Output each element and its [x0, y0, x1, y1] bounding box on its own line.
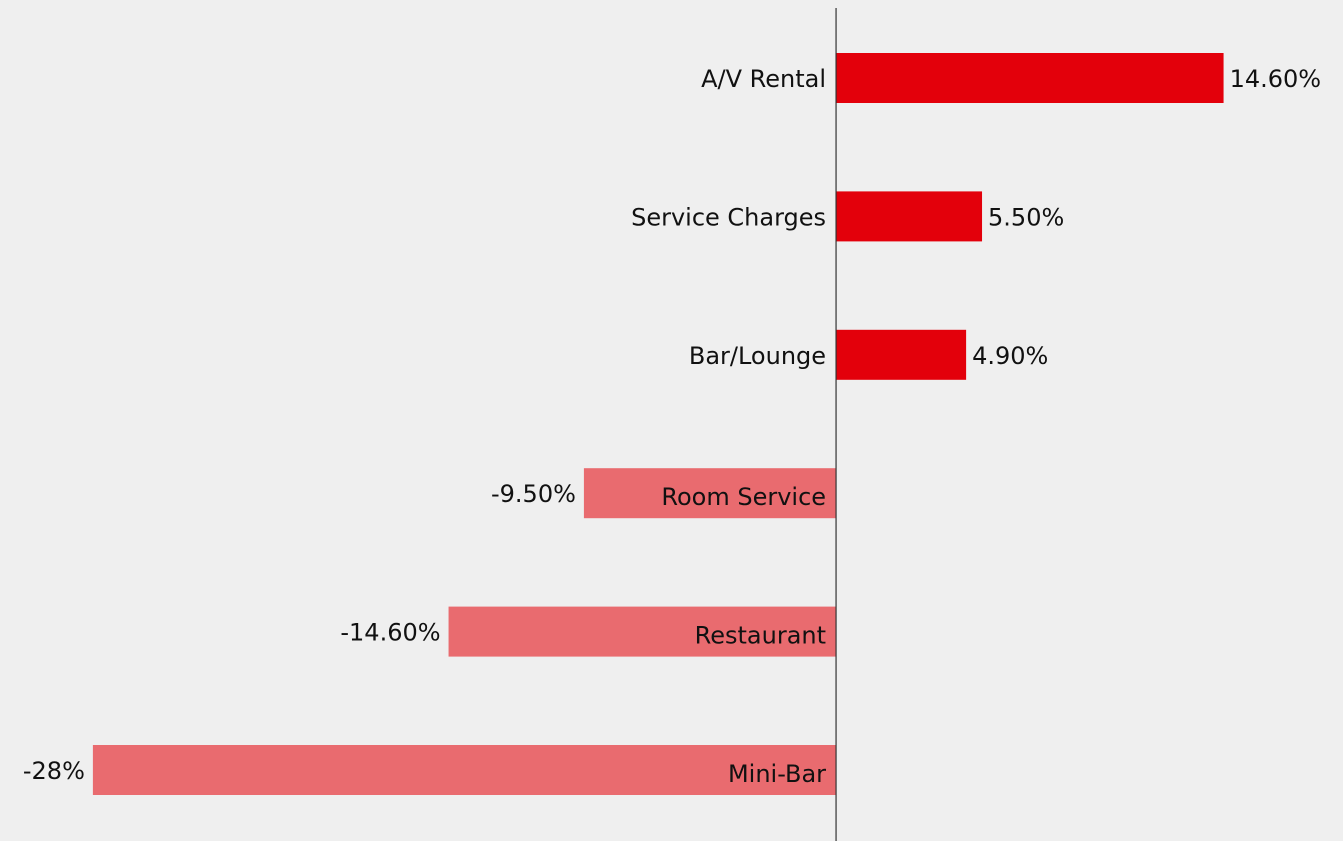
bar	[583, 468, 837, 519]
bar	[92, 745, 837, 795]
bar	[836, 191, 983, 242]
bar	[448, 606, 837, 657]
bar	[836, 329, 967, 380]
category-label: Room Service	[661, 483, 826, 511]
category-label: A/V Rental	[701, 65, 826, 93]
value-label: -14.60%	[340, 619, 440, 647]
category-label: Service Charges	[631, 203, 826, 231]
value-label: -9.50%	[491, 480, 576, 508]
value-label: 14.60%	[1230, 65, 1322, 93]
value-label: 5.50%	[988, 203, 1064, 231]
bar	[836, 53, 1224, 103]
category-label: Mini-Bar	[728, 760, 826, 788]
category-label: Bar/Lounge	[689, 342, 826, 370]
value-label: 4.90%	[972, 342, 1048, 370]
category-label: Restaurant	[695, 622, 826, 650]
value-label: -28%	[23, 757, 85, 785]
